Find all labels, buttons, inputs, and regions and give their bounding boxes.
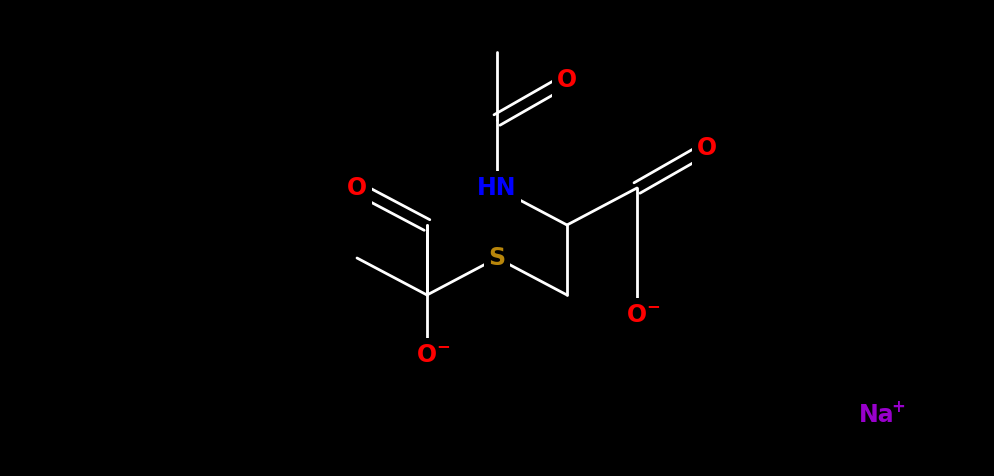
Text: O: O: [416, 343, 437, 367]
Text: −: −: [436, 337, 450, 356]
Text: O: O: [697, 136, 717, 160]
Text: O: O: [347, 176, 367, 200]
Text: HN: HN: [477, 176, 517, 200]
Text: +: +: [892, 397, 906, 416]
Text: O: O: [557, 68, 578, 92]
Text: S: S: [488, 246, 506, 270]
Text: −: −: [646, 298, 660, 316]
Text: O: O: [627, 303, 647, 327]
Text: Na: Na: [859, 403, 895, 427]
